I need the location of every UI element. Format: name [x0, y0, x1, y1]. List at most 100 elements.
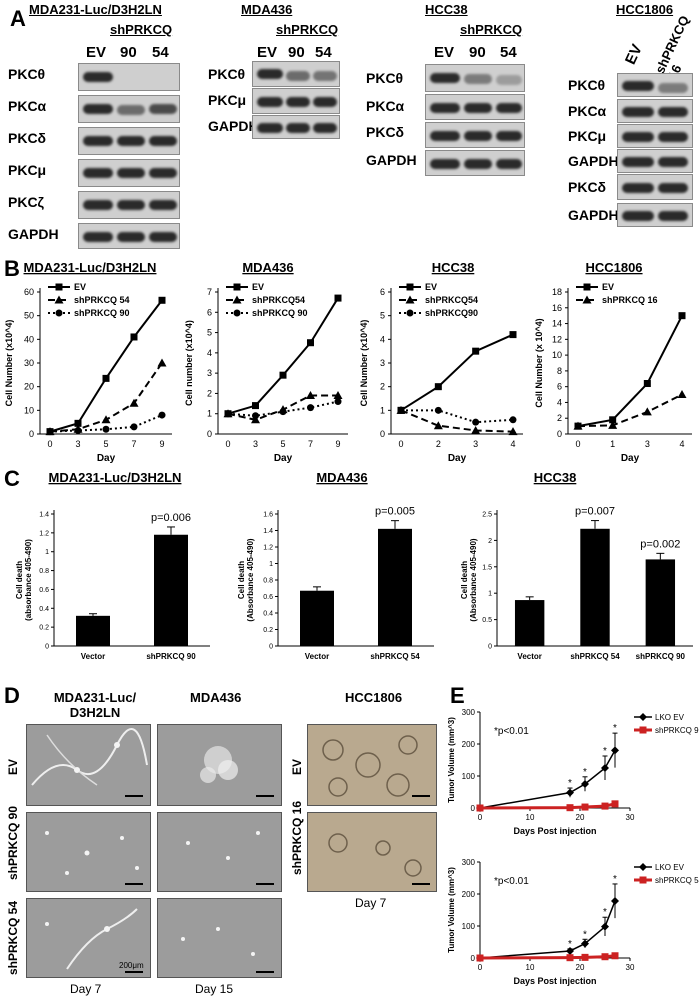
micro-row-label: shPRKCQ 90 [6, 805, 20, 880]
y-tick-label: 0 [471, 804, 476, 813]
micrograph-image [157, 724, 282, 806]
y-tick-label: 0.8 [39, 568, 49, 575]
blot-row-label: PKCθ [208, 66, 246, 82]
data-point [397, 406, 405, 414]
data-point [639, 713, 647, 721]
legend-label: shPRKCQ 90 [655, 726, 699, 735]
significance-star: * [603, 907, 607, 918]
x-tick-label: 10 [526, 813, 535, 822]
y-tick-label: 0.2 [39, 625, 49, 632]
data-point [642, 407, 652, 416]
data-point [434, 406, 442, 414]
x-tick-label: 4 [679, 439, 684, 449]
data-point [611, 897, 619, 906]
blot-cellline-title: HCC38 [425, 2, 468, 17]
micrograph-image: 200μm [26, 898, 151, 978]
data-point [74, 419, 82, 427]
blot-row-label: PKCμ [208, 92, 247, 108]
blot-row-label: GAPDH [366, 152, 417, 168]
data-point [611, 746, 619, 755]
lane-label: 54 [152, 44, 169, 61]
data-point [601, 922, 609, 931]
data-point [509, 331, 517, 339]
data-point [334, 294, 342, 302]
data-point [601, 764, 609, 772]
data-point [55, 309, 63, 317]
legend-label: LKO EV [655, 863, 685, 872]
series-line [400, 333, 514, 412]
y-tick-label: 8 [557, 366, 562, 376]
data-point [433, 421, 443, 430]
blot-strip [617, 99, 693, 123]
data-point [102, 374, 110, 382]
tumor-chart-shprkcq90: 0 100 200 300 0 10 20 30 Days Post injection Tumo… [447, 708, 699, 836]
y-tick-label: 4 [557, 397, 562, 407]
bar [76, 615, 110, 646]
y-tick-label: 3 [380, 358, 385, 368]
blot-row-label: GAPDH [208, 118, 259, 134]
blot-strip [252, 61, 340, 87]
legend-label: shPRKCQ 90 [252, 308, 308, 318]
y-tick-label: 40 [24, 334, 34, 344]
data-point [611, 952, 619, 960]
data-point [233, 283, 241, 291]
micrograph-image [157, 812, 282, 892]
x-tick-label: 0 [398, 439, 403, 449]
data-point [601, 953, 609, 961]
data-point [583, 283, 591, 291]
series-line [479, 750, 616, 809]
x-tick-label: 2 [436, 439, 441, 449]
y-axis-label: (Absorbance 405-490) [469, 538, 478, 621]
y-tick-label: 0 [488, 644, 492, 651]
series-line [577, 393, 683, 428]
lane-label: EV [434, 44, 455, 61]
data-point [639, 726, 647, 734]
y-tick-label: 14 [552, 319, 562, 329]
y-tick-label: 1 [45, 549, 49, 556]
series-line [400, 409, 514, 433]
y-tick-label: 300 [462, 708, 476, 717]
y-tick-label: 50 [24, 311, 34, 321]
data-point [508, 427, 518, 436]
data-point [279, 371, 287, 379]
micrograph-image [157, 898, 282, 978]
y-tick-label: 0 [29, 429, 34, 439]
significance-star: * [583, 767, 587, 778]
micro-row-label: shPRKCQ 16 [290, 800, 304, 875]
blot-strip [425, 64, 525, 92]
y-tick-label: 0 [207, 429, 212, 439]
data-point [74, 426, 82, 434]
y-tick-label: 20 [24, 382, 34, 392]
y-tick-label: 2 [380, 382, 385, 392]
bar [154, 534, 188, 646]
bar [580, 528, 610, 646]
legend-label: shPRKCQ90 [425, 308, 478, 318]
data-point [608, 420, 618, 429]
lane-label: 90 [288, 44, 305, 61]
blot-row-label: PKCδ [568, 179, 607, 195]
day-label: Day 7 [355, 896, 387, 910]
blot-row-label: PKCθ [366, 70, 404, 86]
blot-row-label: GAPDH [568, 153, 619, 169]
data-point [130, 423, 138, 431]
data-point [405, 295, 415, 304]
y-tick-label: 0.5 [482, 617, 492, 624]
data-point [157, 358, 167, 367]
x-tick-label: 20 [576, 963, 585, 972]
micrograph-image [26, 724, 151, 806]
y-axis-label: Cell Number (x10^4) [4, 320, 14, 407]
significance-note: *p<0.01 [494, 876, 529, 887]
y-tick-label: 0.4 [39, 606, 49, 613]
blot-strip [78, 63, 180, 91]
blot-construct-title: shPRKCQ [276, 22, 339, 37]
data-point [101, 415, 111, 424]
blot-strip [78, 223, 180, 249]
legend-label: shPRKCQ 16 [602, 295, 658, 305]
y-axis-label: Tumor Volume (mm^3) [447, 867, 456, 953]
data-point [406, 309, 414, 317]
growth-chart-mda231: MDA231-Luc/D3H2LN 0 10 20 30 40 50 60 0 3 5 7 9 Day Ce… [4, 260, 172, 464]
data-point [581, 939, 589, 948]
growth-chart-hcc1806: HCC1806 0 2 4 6 8 10 12 14 16 18 0 1 3 4 Day Cell Number… [534, 260, 692, 464]
y-tick-label: 0 [557, 429, 562, 439]
blot-strip [252, 115, 340, 139]
